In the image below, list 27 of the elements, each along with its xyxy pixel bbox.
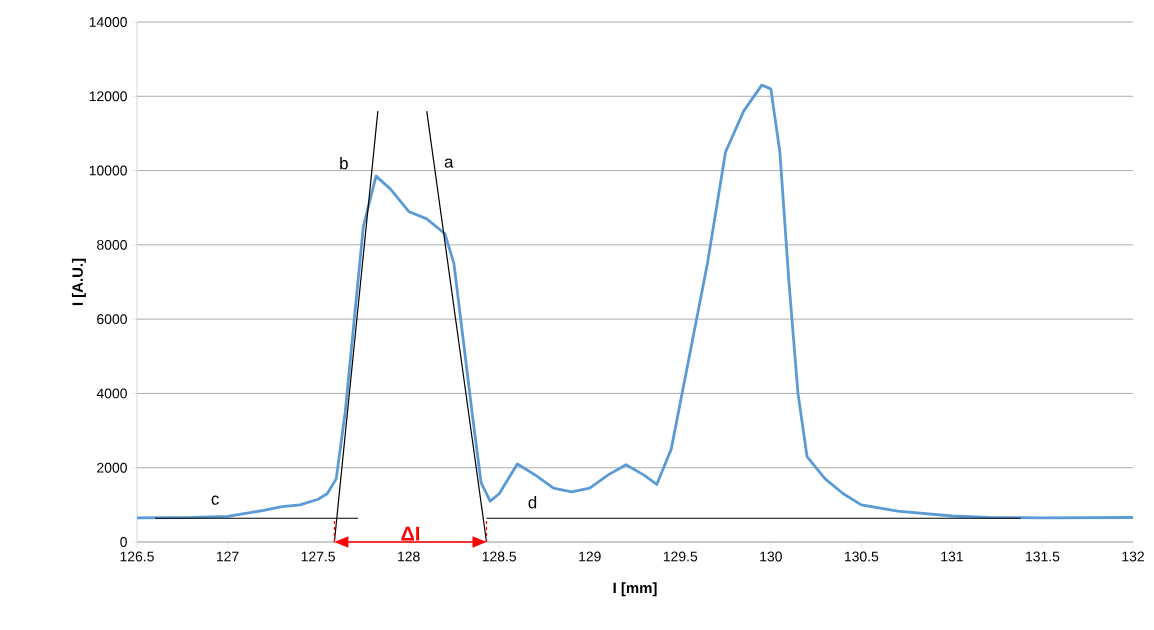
y-tick-label: 10000 xyxy=(89,165,127,176)
y-tick-label: 6000 xyxy=(97,314,127,325)
y-tick-label: 0 xyxy=(120,537,127,547)
x-axis-title: I [mm] xyxy=(613,582,657,597)
y-tick-label: 2000 xyxy=(97,462,127,473)
annotation: d xyxy=(528,496,537,509)
y-tick-label: 12000 xyxy=(89,91,127,102)
x-tick-label: 126.5 xyxy=(120,551,154,562)
annotation: ΔI xyxy=(401,526,420,541)
x-tick-label: 130 xyxy=(760,551,782,562)
x-tick-label: 132 xyxy=(1122,551,1144,562)
annotation: b xyxy=(340,156,348,170)
y-tick-label: 14000 xyxy=(89,17,127,27)
x-tick-label: 127 xyxy=(216,551,239,562)
annotation: a xyxy=(444,158,454,168)
x-tick-label: 131 xyxy=(941,551,963,562)
x-tick-label: 129.5 xyxy=(663,551,698,562)
annotation: c xyxy=(211,495,219,505)
x-tick-label: 128.5 xyxy=(482,551,517,562)
x-tick-label: 130.5 xyxy=(844,551,879,562)
y-tick-label: 8000 xyxy=(97,239,127,250)
x-tick-label: 127.5 xyxy=(301,551,335,562)
y-tick-label: 4000 xyxy=(96,388,127,399)
y-axis-title: I [A.U.] xyxy=(71,258,86,306)
x-tick-label: 129 xyxy=(579,551,601,562)
x-tick-label: 128 xyxy=(398,551,420,562)
x-tick-label: 131.5 xyxy=(1026,551,1060,562)
